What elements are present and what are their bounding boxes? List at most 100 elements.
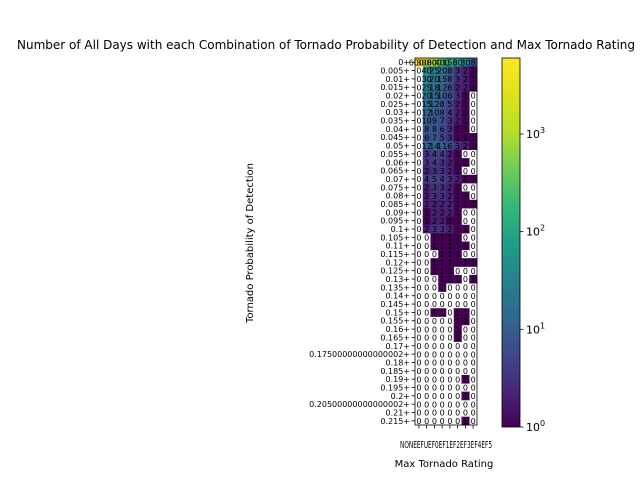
heatmap-cell — [446, 224, 455, 234]
cell-value: 0 — [416, 375, 421, 384]
y-tick-label: 0.1+ — [391, 225, 410, 234]
heatmap-cell — [446, 66, 455, 75]
cell-value: 0 — [440, 375, 445, 384]
colorbar-tick-exponent: 1 — [540, 321, 545, 330]
heatmap-cell — [446, 274, 455, 284]
heatmap-cell — [430, 183, 439, 192]
cell-value: 0 — [455, 409, 460, 418]
cell-value: 0 — [455, 284, 460, 293]
colorbar-tick-label: 103 — [526, 126, 545, 141]
heatmap-cell — [453, 158, 462, 167]
cell-value: 0 — [471, 267, 476, 276]
cell-value: 3 — [447, 175, 452, 184]
cell-value: 2 — [455, 100, 460, 109]
cell-value: 0 — [463, 325, 468, 334]
y-tick-label: 0.17+ — [385, 342, 410, 351]
cell-value: 0 — [471, 342, 476, 351]
cell-value: 1 — [471, 67, 476, 76]
heatmap-cell — [422, 83, 431, 92]
cell-value: 2 — [455, 175, 460, 184]
cell-value: 0 — [424, 400, 429, 409]
y-tick-label: 0.19+ — [385, 375, 410, 384]
heatmap-cell — [453, 258, 462, 267]
cell-value: 1 — [424, 217, 429, 226]
y-tick-label: 0.065+ — [380, 167, 410, 176]
cell-value: 1 — [463, 92, 468, 101]
cell-value: 4 — [432, 150, 437, 159]
cell-value: 0 — [416, 250, 421, 259]
cell-value: 1 — [447, 250, 452, 259]
cell-value: 5 — [432, 175, 437, 184]
cell-value: 0 — [463, 350, 468, 359]
heatmap-cell — [438, 274, 447, 284]
cell-value: 0 — [447, 417, 452, 426]
cell-value: 0 — [440, 359, 445, 368]
y-tick-label: 0.15+ — [385, 308, 410, 317]
cell-value: 10 — [422, 117, 432, 126]
cell-value: 0 — [471, 217, 476, 226]
cell-value: 0 — [424, 284, 429, 293]
cell-value: 2 — [447, 208, 452, 217]
cell-value: 0 — [424, 259, 429, 268]
cell-value: 3 — [440, 183, 445, 192]
cell-value: 0 — [424, 375, 429, 384]
cell-value: 6 — [447, 92, 452, 101]
cell-value: 1 — [455, 183, 460, 192]
heatmap-cell — [453, 133, 462, 142]
heatmap-cell — [446, 124, 455, 134]
cell-value: 0 — [463, 400, 468, 409]
cell-value: 0 — [440, 325, 445, 334]
cell-value: 0 — [424, 250, 429, 259]
cell-value: 1 — [463, 259, 468, 268]
heatmap-cell — [461, 174, 470, 184]
cell-value: 4 — [447, 108, 452, 117]
cell-value: 1 — [440, 284, 445, 293]
heatmap-cell — [438, 133, 447, 142]
cell-value: 20 — [437, 67, 447, 76]
cell-value: 0 — [471, 350, 476, 359]
heatmap-cell — [446, 108, 455, 117]
cell-value: 1 — [432, 234, 437, 243]
cell-value: 1 — [432, 259, 437, 268]
heatmap-cell — [438, 74, 447, 84]
cell-value: 0 — [416, 108, 421, 117]
cell-value: 0 — [432, 417, 437, 426]
cell-value: 1 — [463, 200, 468, 209]
cell-value: 3 — [455, 92, 460, 101]
cell-value: 15 — [437, 75, 447, 84]
cell-value: 3 — [455, 142, 460, 151]
cell-value: 1 — [440, 234, 445, 243]
heatmap-cell — [422, 199, 431, 209]
cell-value: 30 — [460, 58, 470, 67]
heatmap-cell — [469, 58, 478, 67]
heatmap-cell — [461, 391, 470, 401]
cell-value: 0 — [455, 300, 460, 309]
cell-value: 8 — [440, 108, 445, 117]
cell-value: 4 — [440, 150, 445, 159]
cell-value: 3 — [447, 117, 452, 126]
cell-value: 3 — [424, 150, 429, 159]
cell-value: 0 — [424, 267, 429, 276]
cell-value: 0 — [440, 400, 445, 409]
cell-value: 0 — [471, 300, 476, 309]
heatmap-cell — [453, 233, 462, 242]
cell-value: 0 — [471, 367, 476, 376]
heatmap-cell — [446, 233, 455, 242]
cell-value: 1 — [447, 242, 452, 251]
cell-value: 1 — [471, 275, 476, 284]
cell-value: 2 — [455, 108, 460, 117]
cell-value: 0 — [440, 342, 445, 351]
heatmap-cell — [453, 99, 462, 109]
cell-value: 800 — [427, 58, 442, 67]
heatmap-cell — [438, 91, 447, 101]
heatmap-cell — [469, 66, 478, 75]
cell-value: 0 — [432, 300, 437, 309]
cell-value: 0 — [463, 342, 468, 351]
y-tick-label: 0.09+ — [385, 208, 410, 217]
cell-value: 2 — [447, 192, 452, 201]
y-tick-label: 0.015+ — [380, 83, 410, 92]
heatmap-cell — [453, 208, 462, 217]
heatmap-cell — [469, 174, 478, 184]
heatmap-cell — [461, 83, 470, 92]
